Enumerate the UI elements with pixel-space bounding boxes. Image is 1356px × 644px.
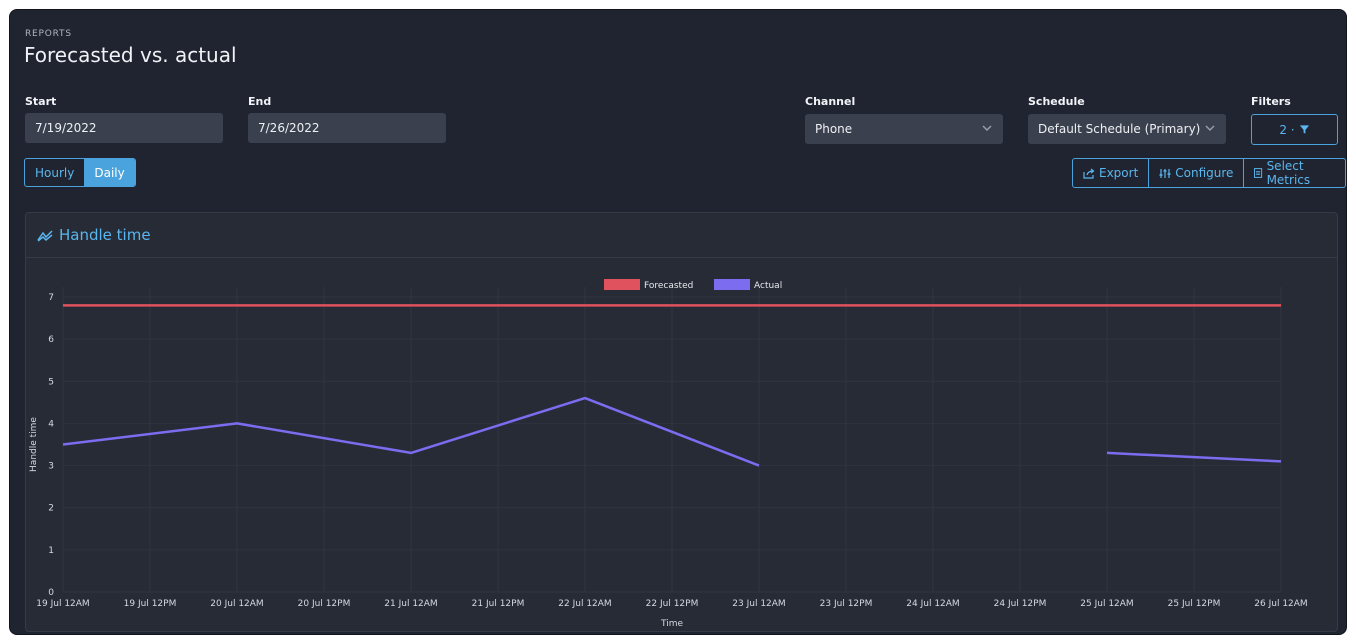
page-eyebrow: REPORTS [25, 29, 72, 39]
filter-icon [1299, 125, 1309, 134]
filters-label: Filters [1251, 95, 1291, 108]
legend-label-actual: Actual [754, 281, 782, 291]
x-axis-title: Time [660, 619, 683, 629]
start-date-value: 7/19/2022 [35, 121, 97, 135]
channel-select[interactable]: Phone [805, 114, 1003, 144]
channel-label: Channel [805, 95, 856, 108]
x-tick-label: 25 Jul 12PM [1168, 599, 1221, 609]
x-tick-label: 26 Jul 12AM [1254, 599, 1307, 609]
handle-time-card: Handle time 0 1 2 3 4 5 6 7 19 Jul 12AM 19 Jul 12… [25, 212, 1338, 632]
filters-count: 2 · [1279, 122, 1295, 137]
report-actions: Export Configure Select Metrics [1072, 158, 1346, 188]
sliders-icon [1159, 168, 1171, 178]
chart-area: 0 1 2 3 4 5 6 7 19 Jul 12AM 19 Jul 12PM 20 Jul 12A… [26, 259, 1337, 631]
x-tick-label: 23 Jul 12PM [820, 599, 873, 609]
export-button[interactable]: Export [1073, 159, 1150, 187]
card-title: Handle time [59, 226, 151, 244]
y-axis-title: Handle time [29, 417, 39, 472]
series-line-actual [62, 396, 760, 467]
schedule-label: Schedule [1028, 95, 1085, 108]
x-tick-label: 25 Jul 12AM [1080, 599, 1133, 609]
start-label: Start [25, 95, 57, 108]
configure-button[interactable]: Configure [1149, 159, 1245, 187]
card-header: Handle time [26, 213, 1337, 258]
handle-time-chart: 0 1 2 3 4 5 6 7 19 Jul 12AM 19 Jul 12PM 20 Jul 12A… [29, 279, 1308, 629]
x-tick-label: 23 Jul 12AM [732, 599, 785, 609]
y-tick-label: 4 [48, 419, 54, 429]
export-icon [1083, 168, 1095, 179]
filters-button[interactable]: 2 · [1251, 114, 1338, 145]
chevron-down-icon [982, 125, 992, 131]
legend-swatch-actual [714, 279, 750, 290]
schedule-select[interactable]: Default Schedule (Primary) [1028, 114, 1226, 144]
list-icon [1254, 168, 1263, 178]
y-tick-label: 1 [48, 546, 54, 556]
series-line-actual [1106, 451, 1282, 463]
y-tick-label: 5 [48, 377, 54, 387]
export-label: Export [1099, 166, 1139, 180]
daily-button[interactable]: Daily [84, 159, 135, 186]
x-tick-label: 20 Jul 12AM [210, 599, 263, 609]
y-tick-label: 6 [48, 335, 54, 345]
y-tick-label: 2 [48, 504, 54, 514]
y-tick-label: 3 [48, 462, 54, 472]
x-tick-label: 22 Jul 12PM [646, 599, 699, 609]
configure-label: Configure [1175, 166, 1234, 180]
select-metrics-label: Select Metrics [1266, 159, 1311, 187]
end-date-input[interactable]: 7/26/2022 [248, 113, 446, 143]
channel-value: Phone [815, 122, 853, 136]
select-metrics-button[interactable]: Select Metrics [1244, 159, 1345, 187]
x-tick-label: 21 Jul 12AM [384, 599, 437, 609]
legend-swatch-forecasted [604, 279, 640, 290]
granularity-toggle: Hourly Daily [24, 158, 136, 187]
end-label: End [248, 95, 272, 108]
x-tick-label: 19 Jul 12AM [36, 599, 89, 609]
legend-label-forecasted: Forecasted [644, 281, 693, 291]
y-tick-label: 0 [48, 588, 54, 598]
x-tick-label: 20 Jul 12PM [298, 599, 351, 609]
x-tick-label: 19 Jul 12PM [124, 599, 177, 609]
start-date-input[interactable]: 7/19/2022 [25, 113, 223, 143]
hourly-button[interactable]: Hourly [35, 165, 75, 180]
x-tick-label: 24 Jul 12AM [906, 599, 959, 609]
x-tick-label: 21 Jul 12PM [472, 599, 525, 609]
chevron-down-icon [1205, 125, 1215, 131]
end-date-value: 7/26/2022 [258, 121, 320, 135]
schedule-value: Default Schedule (Primary) [1038, 122, 1201, 136]
x-tick-label: 24 Jul 12PM [994, 599, 1047, 609]
report-window: REPORTS Forecasted vs. actual Start 7/19… [9, 9, 1347, 635]
trend-icon [37, 229, 53, 242]
y-tick-label: 7 [48, 293, 54, 303]
x-tick-label: 22 Jul 12AM [558, 599, 611, 609]
page-title: Forecasted vs. actual [24, 43, 237, 67]
